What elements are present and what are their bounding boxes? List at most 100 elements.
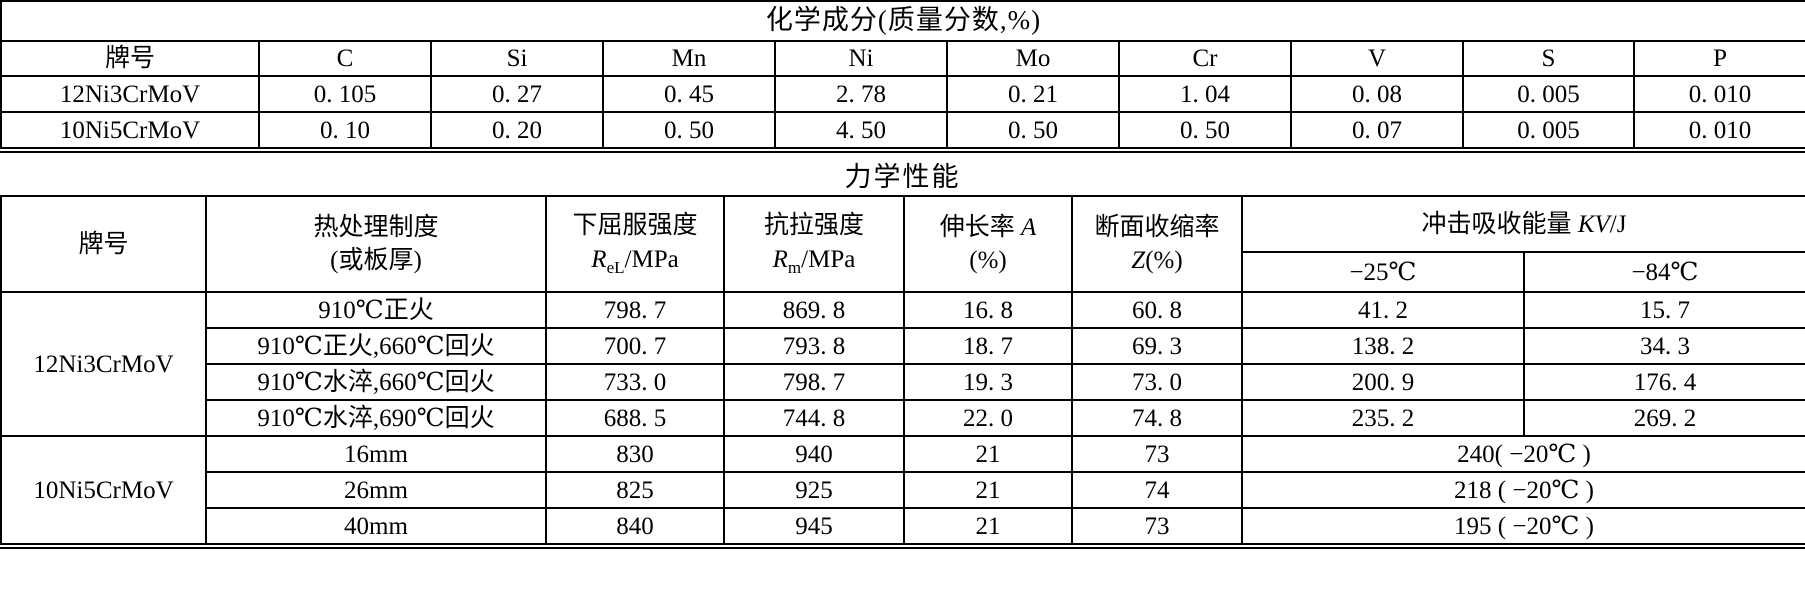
treatment-cell: 40mm — [205, 507, 547, 546]
value-cell: 16. 8 — [903, 291, 1073, 330]
value-cell: 19. 3 — [903, 363, 1073, 402]
chem-header-s: S — [1462, 39, 1635, 78]
value-cell: 1. 04 — [1118, 75, 1292, 114]
value-cell: 798. 7 — [545, 291, 725, 330]
value-cell: 235. 2 — [1241, 399, 1525, 438]
value-cell: 940 — [723, 435, 905, 474]
value-cell: 60. 8 — [1071, 291, 1243, 330]
value-cell: 744. 8 — [723, 399, 905, 438]
impact-value-cell: 195 ( −20℃ ) — [1241, 507, 1805, 546]
value-cell: 41. 2 — [1241, 291, 1525, 330]
value-cell: 200. 9 — [1241, 363, 1525, 402]
table-row: 910℃水淬,690℃回火 688. 5 744. 8 22. 0 74. 8 … — [1, 399, 1805, 438]
elongation-symbol: A — [1020, 213, 1037, 241]
table-row: 910℃正火,660℃回火 700. 7 793. 8 18. 7 69. 3 … — [1, 327, 1805, 366]
chem-header-mn: Mn — [602, 39, 776, 78]
mech-header-row-1: 牌号 热处理制度 (或板厚) 下屈服强度 ReL/MPa 抗拉强度 Rm/MPa… — [0, 195, 1805, 294]
mechanical-properties-table: 牌号 热处理制度 (或板厚) 下屈服强度 ReL/MPa 抗拉强度 Rm/MPa… — [0, 195, 1805, 546]
chem-title-row: 化学成分(质量分数,%) — [0, 0, 1805, 42]
reduction-header-line1: 断面收缩率 — [1094, 213, 1220, 241]
value-cell: 0. 005 — [1462, 111, 1635, 150]
value-cell: 793. 8 — [723, 327, 905, 366]
table-row: 10Ni5CrMoV 0. 10 0. 20 0. 50 4. 50 0. 50… — [0, 111, 1805, 150]
value-cell: 0. 50 — [1118, 111, 1292, 150]
tensile-unit: /MPa — [801, 245, 856, 273]
value-cell: 0. 005 — [1462, 75, 1635, 114]
value-cell: 0. 08 — [1290, 75, 1464, 114]
value-cell: 688. 5 — [545, 399, 725, 438]
value-cell: 15. 7 — [1523, 291, 1805, 330]
grade-cell: 10Ni5CrMoV — [0, 435, 207, 546]
value-cell: 2. 78 — [774, 75, 948, 114]
table-row: 10Ni5CrMoV 16mm 830 940 21 73 240( −20℃ … — [0, 435, 1805, 546]
treatment-header-line1: 热处理制度 — [313, 213, 439, 241]
yield-subscript: eL — [606, 257, 625, 277]
chem-header-cr: Cr — [1118, 39, 1292, 78]
value-cell: 0. 50 — [946, 111, 1120, 150]
mech-header-grade: 牌号 — [0, 195, 207, 294]
impact-unit: /J — [1609, 210, 1627, 238]
table-row: 12Ni3CrMoV 0. 105 0. 27 0. 45 2. 78 0. 2… — [0, 75, 1805, 114]
treatment-cell: 26mm — [205, 471, 547, 510]
grade-cell: 12Ni3CrMoV — [0, 75, 260, 114]
reduction-symbol: Z — [1131, 247, 1146, 275]
reduction-header-line2: Z(%) — [1077, 244, 1237, 278]
grade-cell: 12Ni3CrMoV — [0, 291, 207, 438]
value-cell: 840 — [545, 507, 725, 546]
value-cell: 0. 27 — [430, 75, 604, 114]
mech-header-treatment: 热处理制度 (或板厚) — [205, 195, 547, 294]
reduction-unit: (%) — [1145, 247, 1183, 275]
chem-header-p: P — [1632, 39, 1805, 78]
impact-label: 冲击吸收能量 — [1421, 210, 1578, 238]
impact-value-cell: 240( −20℃ ) — [1241, 435, 1805, 474]
value-cell: 0. 010 — [1632, 111, 1805, 150]
document-page: 化学成分(质量分数,%) 牌号 C Si Mn Ni Mo Cr V S P 1… — [0, 0, 1805, 550]
value-cell: 22. 0 — [903, 399, 1073, 438]
elongation-header-line1: 伸长率 A — [909, 211, 1067, 245]
treatment-cell: 910℃正火,660℃回火 — [205, 327, 547, 366]
mech-header-yield: 下屈服强度 ReL/MPa — [545, 195, 725, 294]
impact-value-cell: 218 ( −20℃ ) — [1241, 471, 1805, 510]
value-cell: 0. 10 — [258, 111, 432, 150]
value-cell: 69. 3 — [1071, 327, 1243, 366]
mech-table-title: 力学性能 — [0, 153, 1805, 195]
grade-cell: 10Ni5CrMoV — [0, 111, 260, 150]
mech-header-reduction-area: 断面收缩率 Z(%) — [1071, 195, 1243, 294]
impact-temp-minus25: −25℃ — [1241, 251, 1525, 294]
value-cell: 0. 45 — [602, 75, 776, 114]
table-row: 26mm 825 925 21 74 218 ( −20℃ ) — [1, 471, 1805, 510]
chemical-composition-table: 化学成分(质量分数,%) 牌号 C Si Mn Ni Mo Cr V S P 1… — [0, 0, 1805, 150]
treatment-header-line2: (或板厚) — [330, 247, 422, 275]
value-cell: 830 — [545, 435, 725, 474]
tensile-symbol: R — [772, 245, 788, 273]
mech-header-elongation: 伸长率 A (%) — [903, 195, 1073, 294]
value-cell: 73 — [1071, 435, 1243, 474]
value-cell: 73. 0 — [1071, 363, 1243, 402]
value-cell: 269. 2 — [1523, 399, 1805, 438]
table-row: 40mm 840 945 21 73 195 ( −20℃ ) — [1, 507, 1805, 546]
value-cell: 18. 7 — [903, 327, 1073, 366]
value-cell: 0. 010 — [1632, 75, 1805, 114]
value-cell: 700. 7 — [545, 327, 725, 366]
value-cell: 4. 50 — [774, 111, 948, 150]
elongation-label: 伸长率 — [939, 213, 1021, 241]
value-cell: 0. 105 — [258, 75, 432, 114]
chem-header-si: Si — [430, 39, 604, 78]
treatment-cell: 910℃水淬,690℃回火 — [205, 399, 547, 438]
tensile-header-line1: 抗拉强度 — [763, 211, 864, 239]
treatment-cell: 16mm — [205, 435, 547, 474]
value-cell: 21 — [903, 435, 1073, 474]
treatment-cell: 910℃水淬,660℃回火 — [205, 363, 547, 402]
value-cell: 74 — [1071, 471, 1243, 510]
value-cell: 945 — [723, 507, 905, 546]
mech-header-row-2: −25℃ −84℃ — [1, 251, 1805, 294]
value-cell: 74. 8 — [1071, 399, 1243, 438]
double-rule — [0, 149, 1805, 154]
tensile-subscript: m — [787, 257, 802, 277]
mech-header-tensile: 抗拉强度 Rm/MPa — [723, 195, 905, 294]
value-cell: 798. 7 — [723, 363, 905, 402]
table-row: 12Ni3CrMoV 910℃正火 798. 7 869. 8 16. 8 60… — [0, 291, 1805, 438]
yield-symbol: R — [591, 245, 607, 273]
value-cell: 825 — [545, 471, 725, 510]
yield-header-line1: 下屈服强度 — [572, 211, 698, 239]
